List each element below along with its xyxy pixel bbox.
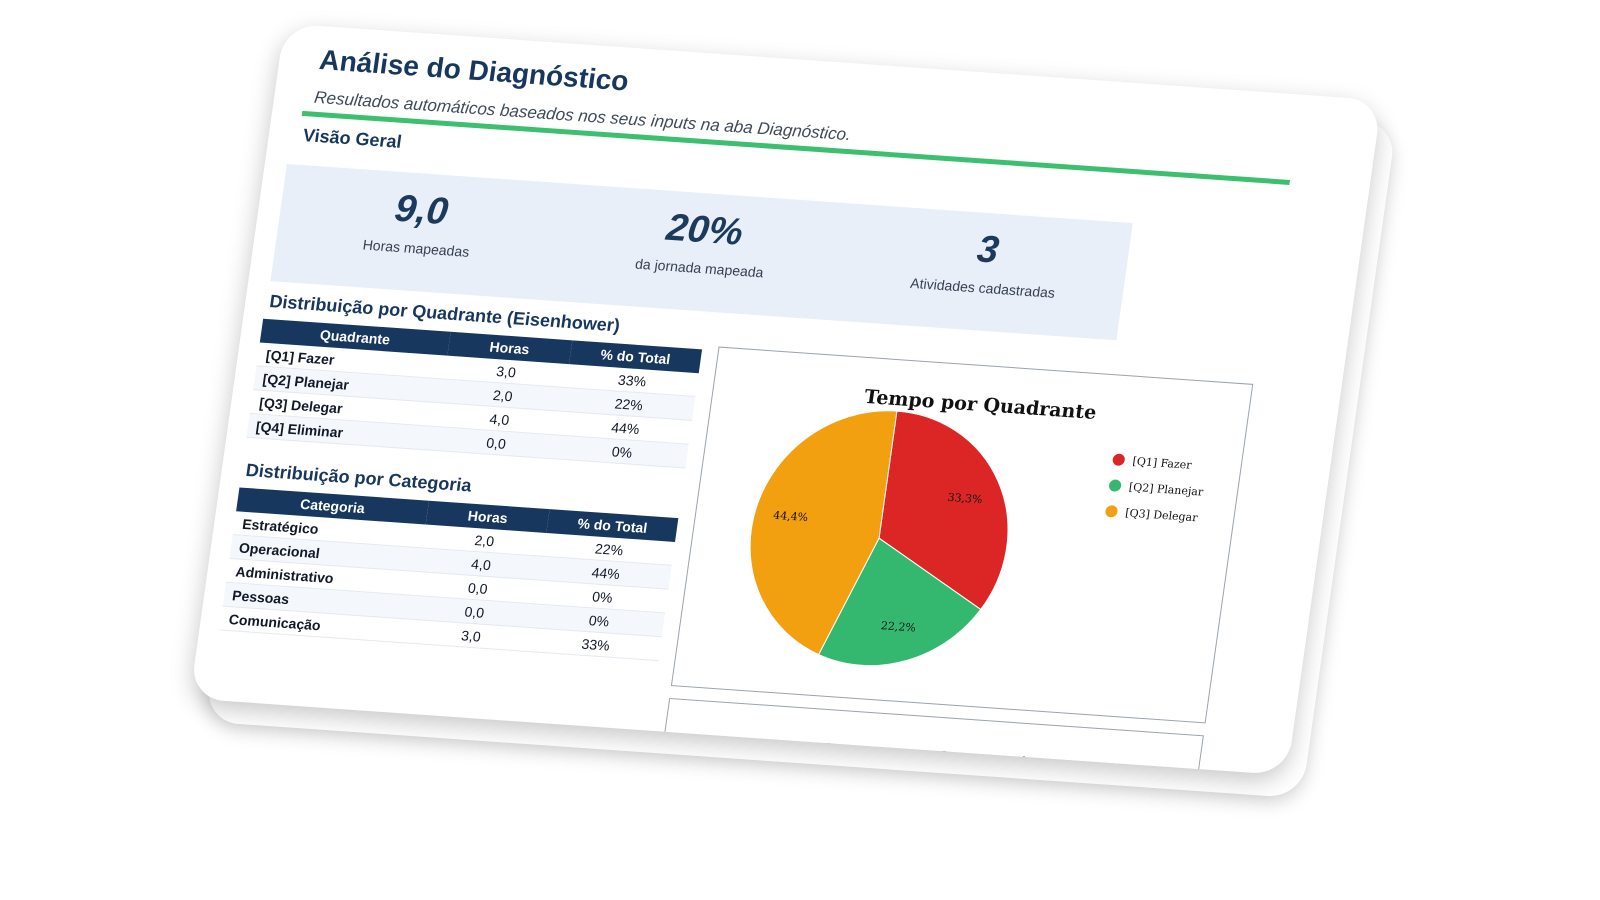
y-axis — [713, 764, 722, 776]
legend-label: [Q2] Planejar — [1128, 481, 1205, 499]
legend-label: [Q3] Delegar — [1124, 506, 1199, 524]
page-title: Análise do Diagnóstico — [317, 44, 631, 97]
report-card: Análise do Diagnóstico Resultados automá… — [189, 23, 1382, 776]
quadrant-table: Quadrante Horas % do Total [Q1] Fazer 3,… — [246, 318, 703, 469]
pie-data-label: 44,4% — [772, 509, 809, 524]
overview-section-title: Visão Geral — [301, 125, 403, 152]
legend-label: [Q1] Fazer — [1132, 455, 1193, 472]
pie-chart: 33,3% 22,2% 44,4% [Q1] Fazer [Q2] Planejar [Q… — [749, 410, 1205, 667]
category-table: Categoria Horas % do Total Estratégico 2… — [219, 487, 679, 661]
kpi-hours: 9,0 Horas mapeadas — [275, 164, 566, 266]
kpi-workday: 20% da jornada mapeada — [559, 184, 850, 286]
pie-slice — [878, 410, 1009, 611]
kpi-activities: 3 Atividades cadastradas — [842, 204, 1133, 306]
report-card-wrap: Análise do Diagnóstico Resultados automá… — [188, 23, 1402, 799]
pie-slice — [817, 537, 982, 667]
pie-chart-frame: Tempo por Quadrante 33,3% 22,2% 44,4% [Q1] … — [670, 346, 1254, 724]
legend-marker — [1105, 505, 1118, 518]
pie-slice — [749, 410, 898, 656]
pie-data-label: 22,2% — [880, 619, 917, 634]
legend-marker — [1109, 479, 1122, 492]
pie-data-label: 33,3% — [947, 491, 984, 506]
legend-marker — [1112, 453, 1125, 466]
y-tick-label: 4 — [706, 760, 714, 771]
bar — [804, 771, 855, 776]
